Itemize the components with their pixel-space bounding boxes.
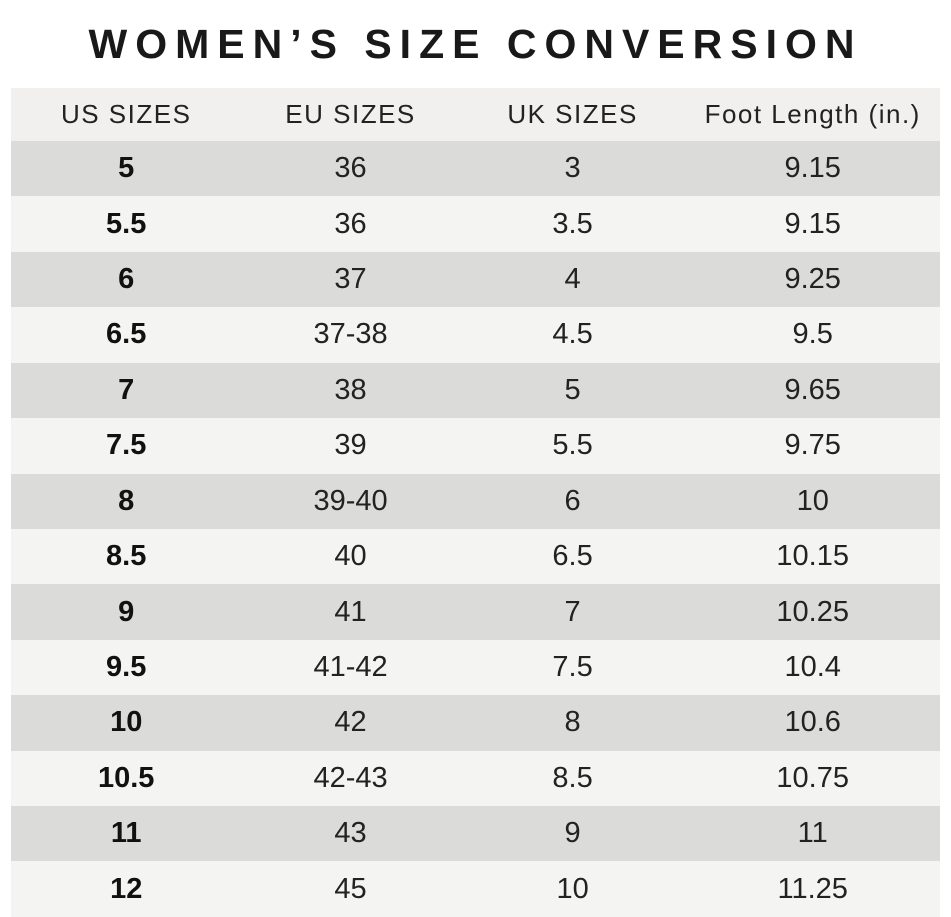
table-row: 8.5 40 6.5 10.15: [11, 528, 940, 585]
table-row: 5.5 36 3.5 9.15: [11, 196, 940, 252]
table-cell: 43: [334, 817, 367, 850]
table-cell: 10.6: [784, 706, 841, 739]
page-title: WOMEN’S SIZE CONVERSION: [88, 20, 863, 67]
table-cell: 5: [564, 373, 581, 406]
table-cell: 9.5: [792, 318, 833, 351]
table-cell: 12: [110, 872, 143, 905]
table-row: 9 41 7 10.25: [11, 584, 940, 640]
table-cell: 7.5: [552, 651, 593, 683]
table-cell: 37-38: [313, 318, 388, 351]
table-cell: 9.65: [784, 373, 841, 406]
table-row: 10 42 8 10.6: [11, 695, 940, 751]
table-cell: 4.5: [552, 318, 593, 351]
column-header: EU SIZES: [285, 99, 416, 129]
table-cell: 40: [334, 540, 367, 573]
table-cell: 36: [334, 207, 367, 240]
table-cell: 3.5: [552, 207, 593, 240]
table-row: 6.5 37-38 4.5 9.5: [11, 307, 940, 363]
table-cell: 7: [118, 373, 135, 406]
column-header: Foot Length (in.): [704, 99, 921, 129]
table-cell: 8: [118, 484, 135, 517]
table-cell: 4: [564, 263, 581, 296]
table-row: 11 43 9 11: [11, 806, 940, 862]
table-cell: 9: [564, 817, 581, 850]
table-cell: 7.5: [106, 429, 147, 462]
table-cell: 10.5: [97, 761, 155, 794]
table-cell: 37: [334, 263, 367, 296]
table-cell: 8.5: [106, 540, 147, 573]
table-cell: 11: [797, 817, 828, 850]
table-cell: 8.5: [552, 761, 593, 794]
table-cell: 36: [334, 152, 367, 185]
table-cell: 10.15: [776, 540, 849, 573]
table-row: 8 39-40 6 10: [11, 473, 940, 529]
table-cell: 3: [564, 152, 581, 185]
table-header-row: US SIZES EU SIZES UK SIZES Foot Length (in.…: [11, 88, 940, 141]
table-cell: 6.5: [106, 318, 147, 351]
table-cell: 5: [118, 152, 135, 185]
table-cell: 9.15: [784, 152, 841, 185]
table-cell: 41-42: [313, 651, 388, 683]
table-cell: 39-40: [313, 484, 388, 517]
table-cell: 42-43: [313, 761, 388, 794]
table-cell: 10.4: [784, 651, 841, 683]
table-cell: 10.25: [776, 595, 849, 628]
table-cell: 11.25: [777, 872, 848, 905]
table-row: 5 36 3 9.15: [11, 141, 940, 197]
table-cell: 10: [796, 484, 829, 517]
table-cell: 10: [110, 706, 143, 739]
table-cell: 10.75: [776, 761, 849, 794]
table-row: 10.5 42-43 8.5 10.75: [11, 750, 940, 807]
table-cell: 9.75: [784, 429, 841, 462]
table-cell: 6: [564, 484, 581, 517]
table-cell: 10: [556, 872, 589, 905]
table-row: 6 37 4 9.25: [11, 251, 940, 308]
table-cell: 7: [564, 595, 581, 628]
table-cell: 41: [334, 595, 367, 628]
title-block: WOMEN’S SIZE CONVERSION: [0, 0, 951, 88]
table-row: 12 45 10 11.25: [11, 861, 940, 917]
table-cell: 39: [334, 429, 367, 462]
table-cell: 45: [334, 872, 367, 905]
table-row: 7 38 5 9.65: [11, 362, 940, 419]
table-row: 9.5 41-42 7.5 10.4: [11, 639, 940, 696]
table-cell: 6: [118, 263, 135, 296]
table-cell: 11: [110, 817, 142, 850]
column-header: US SIZES: [60, 99, 192, 129]
table-cell: 9.15: [784, 207, 841, 240]
table-cell: 9.5: [106, 651, 147, 683]
table-cell: 8: [564, 706, 581, 739]
table-cell: 9.25: [784, 263, 841, 296]
table-body: 5 36 3 9.15 5.5 36 3.5 9.15 6 37 4 9.25 6.5 37-38 4.5 9…: [11, 141, 940, 917]
table-cell: 6.5: [552, 540, 593, 573]
column-header: UK SIZES: [507, 99, 638, 129]
table-row: 7.5 39 5.5 9.75: [11, 418, 940, 474]
table-cell: 5.5: [106, 207, 147, 240]
table-cell: 5.5: [552, 429, 593, 462]
table-cell: 9: [118, 595, 135, 628]
table-cell: 38: [334, 373, 367, 406]
table-cell: 42: [334, 706, 367, 739]
size-conversion-table: US SIZES EU SIZES UK SIZES Foot Length (in.…: [11, 88, 940, 917]
